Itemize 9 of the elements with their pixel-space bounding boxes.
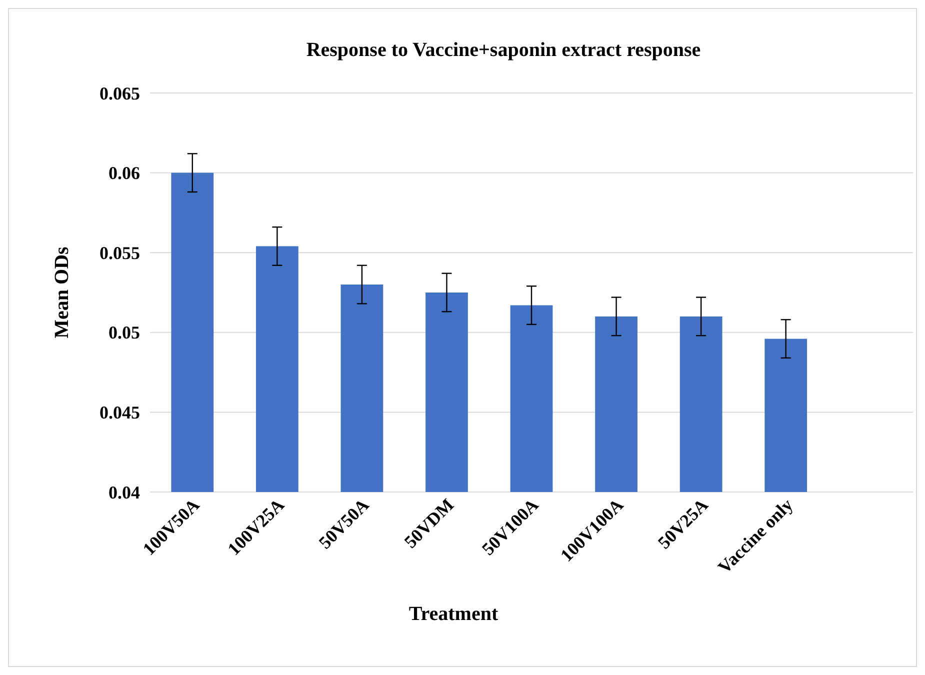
y-tick-label: 0.05 [108, 322, 140, 343]
y-tick-label: 0.055 [100, 242, 140, 263]
y-axis-title: Mean ODs [51, 246, 73, 338]
y-tick-label: 0.04 [108, 482, 140, 502]
y-tick-label: 0.045 [100, 402, 140, 422]
y-tick-label: 0.06 [108, 163, 140, 184]
x-axis-title: Treatment [408, 603, 498, 625]
y-tick-label: 0.065 [100, 83, 140, 104]
chart-title: Response to Vaccine+saponin extract response [306, 39, 701, 61]
